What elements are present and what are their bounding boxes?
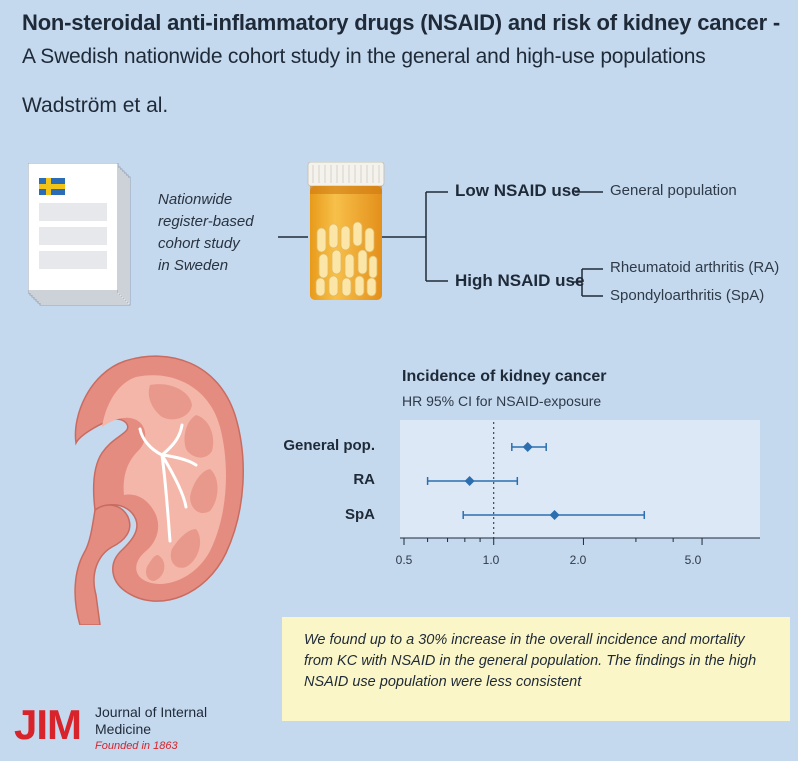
study-flow-connectors: [278, 191, 603, 297]
forest-plot-panel: [400, 420, 760, 538]
general-population-label: General population: [610, 182, 737, 199]
x-tick-label: 2.0: [569, 553, 587, 567]
low-nsaid-use-label: Low NSAID use: [455, 181, 581, 200]
study-description-line: Nationwide: [158, 191, 233, 208]
journal-founded: Founded in 1863: [95, 740, 178, 752]
hr-point-marker: [549, 510, 560, 520]
study-description-line: cohort study: [158, 235, 240, 252]
page-title: Non-steroidal anti-inflammatory drugs (N…: [22, 10, 780, 35]
page-subtitle: A Swedish nationwide cohort study in the…: [22, 45, 706, 68]
forest-plot: [400, 420, 760, 545]
x-tick-label: 5.0: [684, 553, 702, 567]
document-stack-icon: [28, 163, 131, 306]
x-tick-label: 1.0: [482, 553, 500, 567]
forest-row-label: SpA: [345, 506, 375, 523]
forest-plot-subtitle: HR 95% CI for NSAID-exposure: [402, 393, 602, 409]
rheumatoid-arthritis-label: Rheumatoid arthritis (RA): [610, 259, 780, 276]
kidney-icon: [74, 355, 244, 625]
study-description-line: in Sweden: [158, 257, 229, 274]
key-finding-box: We found up to a 30% increase in the ove…: [282, 617, 790, 721]
x-tick-label: 0.5: [395, 553, 413, 567]
forest-row-label: RA: [353, 471, 375, 488]
jim-logo: JIM: [14, 701, 82, 748]
hr-point-marker: [464, 476, 475, 486]
study-description: Nationwide register-based cohort study i…: [158, 189, 278, 277]
authors: Wadström et al.: [22, 94, 169, 117]
hr-point-marker: [522, 442, 533, 452]
journal-name: Journal of Internal Medicine: [95, 704, 208, 737]
spondyloarthritis-label: Spondyloarthritis (SpA): [610, 287, 765, 304]
high-nsaid-use-label: High NSAID use: [455, 271, 585, 290]
study-description-line: register-based: [158, 213, 254, 230]
forest-row-label: General pop.: [283, 437, 375, 454]
pill-bottle-icon: [307, 162, 385, 300]
sweden-flag-icon: [39, 178, 65, 195]
forest-plot-title: Incidence of kidney cancer: [402, 368, 607, 385]
